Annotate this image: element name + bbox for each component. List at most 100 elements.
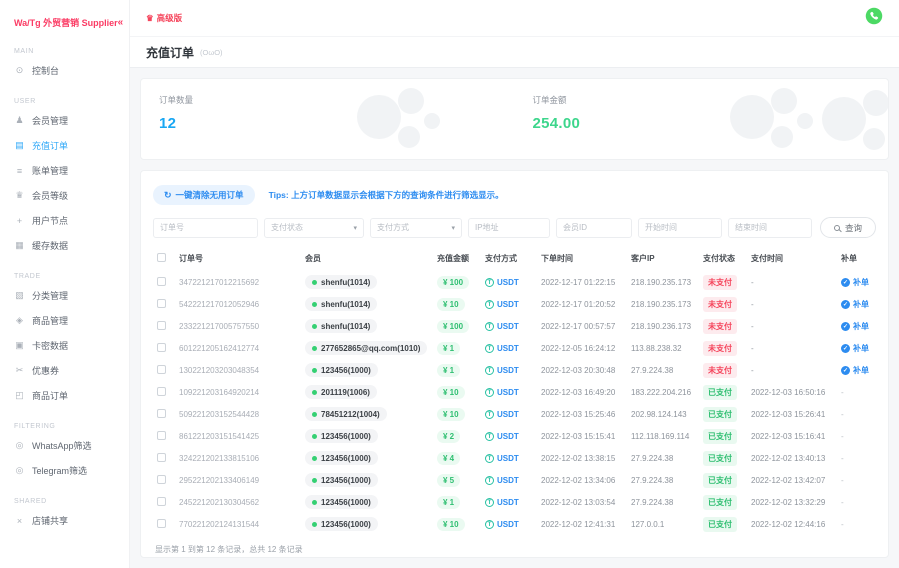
row-checkbox[interactable] (157, 408, 166, 418)
member-badge: shenfu(1014) (305, 275, 378, 289)
sidebar-section-label: TRADE (14, 273, 41, 280)
select-all-checkbox[interactable] (157, 253, 166, 262)
member-id-input[interactable] (556, 217, 632, 238)
pay-method-select[interactable]: 支付方式 ▾ (370, 217, 462, 238)
sidebar-section-label: USER (14, 98, 36, 105)
pay-status-select[interactable]: 支付状态 ▾ (264, 217, 364, 238)
client-ip: 27.9.224.38 (631, 475, 674, 485)
pay-time: 2022-12-02 12:44:16 (751, 519, 826, 529)
whatsapp-filter-icon: ◎ (15, 440, 24, 450)
pay-time: 2022-12-02 13:40:13 (751, 453, 826, 463)
online-dot-icon (312, 521, 317, 527)
order-time: 2022-12-17 01:22:15 (541, 277, 616, 287)
sidebar-item-label: 分类管理 (32, 291, 69, 301)
sidebar-item-category[interactable]: ▧ 分类管理 (0, 283, 129, 308)
resend-order-button[interactable]: ✓ 补单 (841, 299, 869, 309)
table-row: 861221203151541425 123456(1000) ¥ 2 T USDT 20… (153, 425, 878, 447)
sidebar-nav: MAIN ⊙ 控制台 USER ♟ 会员管理 ▤ 充值订单 ≡ 账单管理 ♛ 会员等级 + 用户节点 ▦ 缓存… (0, 48, 129, 533)
usdt-icon: T (485, 388, 494, 398)
order-time: 2022-12-02 13:38:15 (541, 453, 616, 463)
sidebar-item-order[interactable]: ◰ 商品订单 (0, 383, 129, 408)
row-checkbox[interactable] (157, 364, 166, 374)
search-button[interactable]: 查询 (819, 217, 876, 238)
check-circle-icon: ✓ (841, 299, 850, 309)
online-dot-icon (312, 477, 317, 483)
sidebar-item-bill[interactable]: ≡ 账单管理 (0, 158, 129, 183)
resend-order-button[interactable]: ✓ 补单 (841, 365, 869, 375)
sidebar-item-users[interactable]: ♟ 会员管理 (0, 108, 129, 133)
row-checkbox[interactable] (157, 496, 166, 506)
sidebar-item-whatsapp-filter[interactable]: ◎ WhatsApp筛选 (0, 433, 129, 458)
column-header: 客户IP (631, 254, 655, 263)
client-ip: 27.9.224.38 (631, 365, 674, 375)
sidebar-item-dashboard[interactable]: ⊙ 控制台 (0, 58, 129, 83)
select-placeholder: 支付状态 (271, 223, 303, 232)
row-checkbox[interactable] (157, 342, 166, 352)
sidebar-item-label: WhatsApp筛选 (32, 441, 92, 451)
order-number: 347221217012215692 (179, 277, 260, 287)
row-checkbox[interactable] (157, 386, 166, 396)
member-badge: 201119(1006) (305, 385, 377, 399)
table-row: 109221203164920214 201119(1006) ¥ 10 T USDT 2… (153, 381, 878, 403)
row-checkbox[interactable] (157, 452, 166, 462)
check-circle-icon: ✓ (841, 343, 850, 353)
payment-status-badge: 已支付 (703, 494, 737, 510)
sidebar-item-label: 会员等级 (32, 191, 69, 201)
row-checkbox[interactable] (157, 518, 166, 528)
pay-time: - (751, 277, 754, 287)
sidebar-item-label: 充值订单 (32, 141, 69, 151)
sidebar-item-telegram-filter[interactable]: ◎ Telegram筛选 (0, 458, 129, 483)
sidebar-item-goods[interactable]: ◈ 商品管理 (0, 308, 129, 333)
row-checkbox[interactable] (157, 474, 166, 484)
end-time-input[interactable] (728, 217, 812, 238)
row-checkbox[interactable] (157, 430, 166, 440)
table-row: 295221202133406149 123456(1000) ¥ 5 T USDT 20… (153, 469, 878, 491)
stat-card-0: 订单数量 12 (141, 79, 515, 159)
pay-time: - (751, 321, 754, 331)
sidebar-item-label: 优惠券 (32, 366, 60, 376)
column-header: 支付时间 (751, 254, 783, 263)
table-row: 245221202130304562 123456(1000) ¥ 1 T USDT 20… (153, 491, 878, 513)
plan-badge[interactable]: ♛ 高级版 (146, 12, 182, 24)
start-time-input[interactable] (638, 217, 722, 238)
sidebar-item-label: 账单管理 (32, 166, 69, 176)
orders-panel: ↻ 一键清除无用订单 Tips: 上方订单数据显示会根据下方的查询条件进行筛选显… (140, 170, 889, 558)
payment-method: T USDT (485, 498, 519, 508)
payment-method: T USDT (485, 300, 519, 310)
check-circle-icon: ✓ (841, 277, 850, 287)
refresh-icon: ↻ (164, 189, 172, 200)
recharge-amount: ¥ 1 (437, 495, 461, 509)
order-time: 2022-12-02 13:03:54 (541, 497, 616, 507)
clear-orders-button[interactable]: ↻ 一键清除无用订单 (153, 185, 255, 205)
sidebar-item-coupon[interactable]: ✂ 优惠券 (0, 358, 129, 383)
level-icon: ♛ (15, 190, 24, 200)
sidebar-item-cache[interactable]: ▦ 缓存数据 (0, 233, 129, 258)
sidebar-item-share[interactable]: × 店铺共享 (0, 508, 129, 533)
client-ip: 27.9.224.38 (631, 497, 674, 507)
sidebar-item-recharge[interactable]: ▤ 充值订单 (0, 133, 129, 158)
recharge-amount: ¥ 10 (437, 385, 465, 399)
coupon-icon: ✂ (15, 365, 24, 375)
payment-method: T USDT (485, 278, 519, 288)
payment-status-badge: 已支付 (703, 516, 737, 532)
whatsapp-icon[interactable] (865, 7, 883, 30)
sidebar-item-level[interactable]: ♛ 会员等级 (0, 183, 129, 208)
order-time: 2022-12-17 01:20:52 (541, 299, 616, 309)
stat-label: 订单金额 (532, 95, 567, 105)
row-checkbox[interactable] (157, 276, 166, 286)
row-checkbox[interactable] (157, 320, 166, 330)
resend-order-button[interactable]: ✓ 补单 (841, 343, 869, 353)
no-action: - (841, 431, 844, 441)
sidebar-item-card[interactable]: ▣ 卡密数据 (0, 333, 129, 358)
ip-input[interactable] (468, 217, 550, 238)
order-no-input[interactable] (153, 217, 258, 238)
telegram-filter-icon: ◎ (15, 465, 24, 475)
sidebar-item-label: 商品管理 (32, 316, 69, 326)
resend-order-button[interactable]: ✓ 补单 (841, 321, 869, 331)
row-checkbox[interactable] (157, 298, 166, 308)
sidebar-item-node[interactable]: + 用户节点 (0, 208, 129, 233)
resend-order-button[interactable]: ✓ 补单 (841, 277, 869, 287)
sidebar-collapse-icon[interactable]: « (117, 17, 124, 28)
table-row: 324221202133815106 123456(1000) ¥ 4 T USDT 20… (153, 447, 878, 469)
chevron-down-icon: ▾ (353, 224, 357, 232)
